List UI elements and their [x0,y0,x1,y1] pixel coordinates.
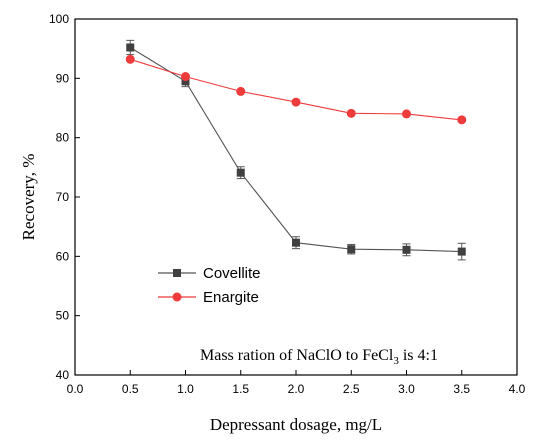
y-tick-label: 90 [56,71,70,85]
series-line-enargite [130,58,462,121]
x-tick-label: 1.0 [177,382,194,396]
data-point-covellite [126,43,135,52]
data-point-enargite [291,97,301,107]
data-point-covellite [347,245,356,254]
x-tick-label: 4.0 [509,382,526,396]
y-tick-label: 70 [56,190,70,204]
y-tick-label: 40 [56,368,70,382]
series-line-covellite [130,47,462,253]
y-tick-label: 60 [56,249,70,263]
data-point-enargite [181,72,190,82]
x-tick-label: 0.0 [67,382,84,396]
x-tick-label: 1.5 [232,382,249,396]
data-point-covellite [457,247,466,256]
y-axis-title: Recovery, % [19,154,38,241]
plot-frame [74,18,518,376]
y-tick-label: 80 [56,131,70,145]
x-axis-ticks: 0.0 0.5 1.0 1.5 2.0 2.5 3.0 3.5 4.0 [67,370,526,396]
legend-label-covellite: Covellite [203,265,261,282]
data-point-covellite [402,245,411,254]
legend-marker-covellite [173,269,181,277]
y-axis-ticks: 40 50 60 70 80 90 100 [49,12,80,382]
data-point-enargite [346,108,356,118]
x-axis-title: Depressant dosage, mg/L [210,415,382,434]
x-tick-label: 3.5 [453,382,470,396]
x-tick-label: 3.0 [398,382,415,396]
data-point-enargite [125,54,135,64]
annotation-prefix: Mass ration of NaClO to FeCl [200,347,394,364]
legend-label-enargite: Enargite [203,289,259,306]
data-point-covellite [292,238,300,247]
legend: Covellite Enargite [158,265,261,306]
annotation-suffix: is 4:1 [399,347,438,364]
x-tick-label: 0.5 [122,382,139,396]
data-point-covellite [181,77,190,86]
data-point-covellite [236,168,245,177]
series-layer [125,39,467,261]
data-point-enargite [402,109,411,119]
x-tick-label: 2.5 [343,382,360,396]
chart-annotation: Mass ration of NaClO to FeCl3 is 4:1 [200,347,438,367]
data-point-enargite [236,86,246,96]
plot-area [74,18,518,376]
annotation-subscript: 3 [393,355,399,367]
x-tick-label: 2.0 [288,382,305,396]
y-tick-label: 100 [49,12,69,26]
legend-marker-enargite [172,292,182,302]
y-tick-label: 50 [56,309,70,323]
data-point-enargite [457,115,467,125]
